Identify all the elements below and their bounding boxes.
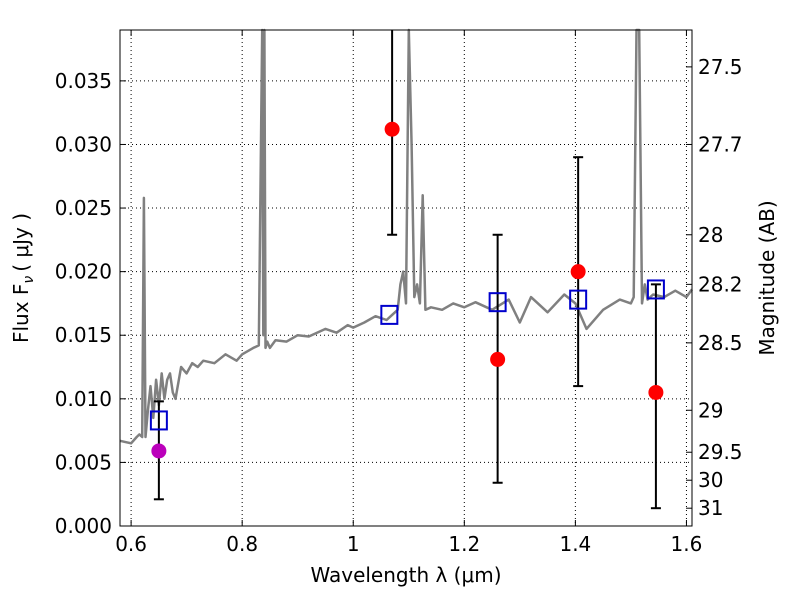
y2-tick-label: 31 [698,496,723,520]
y-tick-label: 0.010 [55,387,112,411]
x-tick-label: 1.6 [671,532,703,556]
x-tick-label: 1.2 [448,532,480,556]
y-axis-label-subscript: ν [21,276,37,284]
model-square-point [646,279,665,300]
x-tick-label: 1.4 [559,532,591,556]
y2-tick-label: 29.5 [698,440,743,464]
model-square-point [149,410,168,431]
y-tick-label: 0.005 [55,450,112,474]
y-tick-label: 0.015 [55,323,112,347]
plot-frame [119,29,693,527]
y-axis-label-unit: ( μJy ) [9,213,33,272]
y2-axis-label: Magnitude (AB) [755,200,779,355]
axis-ticks: 0.6 0.8 1 1.2 1.4 1.6 0.000 0.005 0.010 0.015 0.02… [55,30,743,556]
y-axis-label: Flux Fν ( μJy ) [9,213,37,343]
model-spectrum-line [119,28,694,445]
x-tick-label: 1 [347,532,360,556]
x-tick-label: 0.8 [226,532,258,556]
data-point [384,121,400,137]
y2-tick-label: 27.5 [698,55,743,79]
data-point [490,351,506,367]
y-tick-label: 0.025 [55,196,112,220]
data-point [151,443,167,459]
y-axis-label-main: Flux F [9,284,33,343]
y2-tick-label: 27.7 [698,132,743,156]
x-axis-label: Wavelength λ (μm) [310,563,501,587]
model-square-point [569,289,588,310]
y2-tick-label: 28 [698,223,723,247]
data-point [570,264,586,280]
y-tick-label: 0.035 [55,69,112,93]
y-tick-label: 0.020 [55,260,112,284]
model-square-point [488,292,507,313]
y2-tick-label: 28.5 [698,331,743,355]
y-tick-label: 0.030 [55,132,112,156]
y-tick-label: 0.000 [55,514,112,538]
model-square-point [380,304,399,325]
y2-tick-label: 30 [698,468,723,492]
y2-tick-label: 28.2 [698,272,743,296]
data-marks [149,30,665,510]
x-tick-label: 0.6 [115,532,147,556]
y2-tick-label: 29 [698,398,723,422]
spectrum-layer [119,28,694,445]
data-point [648,384,664,400]
